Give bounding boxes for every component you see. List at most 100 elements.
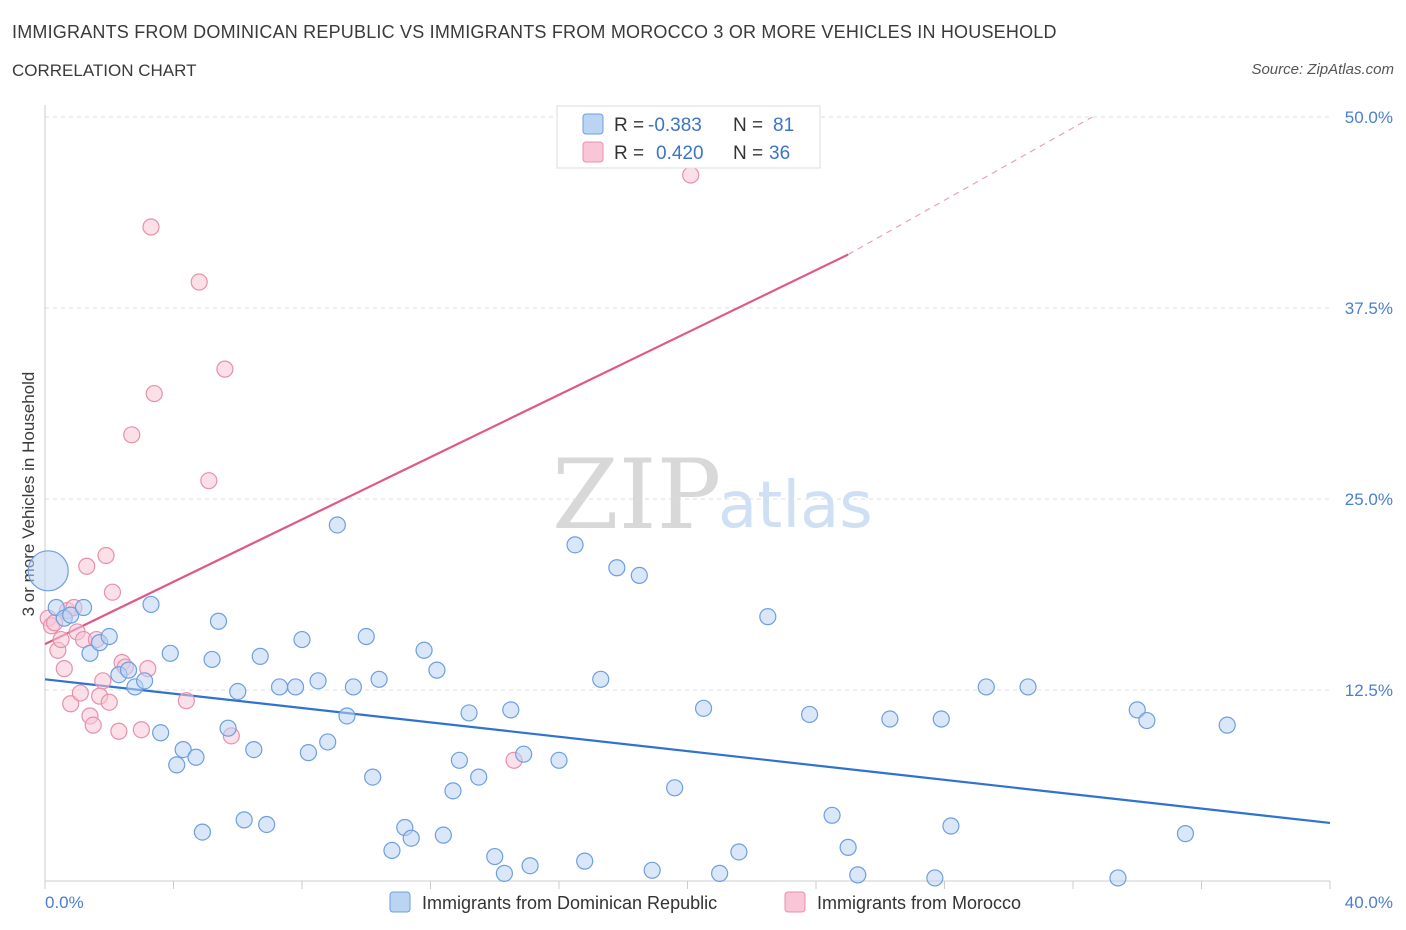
dominican-point-33 <box>328 516 346 534</box>
dominican-point-47 <box>460 704 478 722</box>
dominican-point-19 <box>203 650 221 669</box>
x-tick-label-1: 40.0% <box>1345 893 1393 912</box>
dominican-point-70 <box>881 710 899 728</box>
morocco-point-14 <box>84 716 102 734</box>
morocco-point-28 <box>145 384 163 403</box>
dominican-point-75 <box>1019 678 1037 696</box>
dominican-point-28 <box>286 678 305 696</box>
trend-line-dominican <box>44 678 1331 825</box>
dominican-point-61 <box>666 779 684 797</box>
watermark-atlas: atlas <box>718 469 873 543</box>
dominican-point-9 <box>119 661 138 679</box>
morocco-point-5 <box>55 660 73 678</box>
dominican-point-16 <box>174 740 192 759</box>
dominican-point-51 <box>502 701 520 719</box>
watermark-zip: ZIP <box>552 439 721 551</box>
dominican-point-31 <box>309 672 327 690</box>
dominican-point-14 <box>161 644 179 662</box>
dominican-point-66 <box>800 705 819 724</box>
dominican-point-11 <box>135 672 154 690</box>
legend-n-value-1: 81 <box>773 115 794 136</box>
legend-r-value-1: -0.383 <box>648 115 702 136</box>
dominican-point-69 <box>849 866 867 884</box>
dominican-point-17 <box>187 748 205 766</box>
dominican-point-62 <box>694 699 713 717</box>
dominican-point-45 <box>444 782 462 800</box>
morocco-point-35 <box>682 166 700 184</box>
bottom-legend-label-2: Immigrants from Morocco <box>817 893 1021 913</box>
dominican-point-78 <box>1138 711 1156 730</box>
dominican-point-23 <box>235 811 253 829</box>
chart-subtitle: CORRELATION CHART <box>12 61 197 80</box>
y-tick-label-3: 50.0% <box>1345 108 1393 127</box>
x-tick-labels: 0.0% 40.0% <box>45 893 1393 912</box>
morocco-point-21 <box>110 722 128 740</box>
gridlines <box>45 116 1330 691</box>
dominican-point-37 <box>364 768 382 786</box>
morocco-point-25 <box>132 721 150 739</box>
morocco-point-4 <box>52 630 70 649</box>
chart-title: IMMIGRANTS FROM DOMINICAN REPUBLIC VS IM… <box>12 22 1057 42</box>
dominican-point-26 <box>258 815 276 834</box>
dominican-point-24 <box>245 740 263 759</box>
legend-r-label-2: R = <box>614 143 644 164</box>
y-tick-labels: 12.5% 25.0% 37.5% 50.0% <box>1345 108 1393 700</box>
dominican-point-77 <box>1128 701 1146 719</box>
morocco-point-12 <box>78 557 96 575</box>
morocco-point-10 <box>71 684 89 702</box>
legend-n-value-2: 36 <box>769 143 790 164</box>
morocco-point-18 <box>97 546 115 565</box>
dominican-point-42 <box>415 641 433 659</box>
dominican-point-25 <box>251 647 269 665</box>
legend-n-label-2: N = <box>733 143 763 164</box>
morocco-point-20 <box>103 583 122 601</box>
dominican-point-35 <box>344 678 362 696</box>
dominican-point-34 <box>338 707 356 725</box>
bottom-legend-swatch-blue <box>389 891 411 913</box>
dominican-point-79 <box>1176 825 1195 843</box>
dominican-point-60 <box>643 861 661 879</box>
trend-line-morocco <box>44 253 849 646</box>
dominican-point-30 <box>299 744 318 762</box>
dominican-point-4 <box>74 598 93 617</box>
dominican-point-46 <box>450 751 469 769</box>
dominican-point-39 <box>383 841 401 860</box>
dominican-point-72 <box>932 710 950 728</box>
morocco-point-7 <box>62 695 80 713</box>
dominican-point-13 <box>152 724 170 742</box>
dominican-point-48 <box>470 768 488 786</box>
dominican-point-3 <box>62 606 80 624</box>
dominican-point-56 <box>576 852 594 870</box>
dominican-point-0 <box>27 550 69 592</box>
dominican-point-29 <box>293 630 311 649</box>
dominican-point-36 <box>357 627 375 646</box>
legend: R = -0.383 N = 81 R = 0.420 N = 36 <box>556 105 821 169</box>
dominican-point-65 <box>759 608 777 626</box>
morocco-point-27 <box>142 218 160 236</box>
dominican-point-50 <box>495 864 513 882</box>
trend-lines <box>44 116 1331 825</box>
dominican-point-58 <box>608 559 626 577</box>
trend-line-morocco-extension <box>847 116 1093 256</box>
dominican-point-7 <box>100 627 118 646</box>
legend-swatch-blue <box>582 113 604 135</box>
y-tick-label-1: 25.0% <box>1345 490 1393 509</box>
dominican-point-18 <box>193 823 212 841</box>
dominican-point-71 <box>926 869 944 887</box>
dominican-point-57 <box>592 670 610 688</box>
dominican-point-55 <box>566 536 584 554</box>
morocco-point-24 <box>123 426 141 444</box>
dominican-point-67 <box>823 806 841 824</box>
series-dominican-points <box>27 516 1236 887</box>
x-tick-label-0: 0.0% <box>45 893 84 912</box>
dominican-point-12 <box>142 595 160 614</box>
dominican-point-27 <box>270 678 289 696</box>
bottom-legend: Immigrants from Dominican Republic Immig… <box>389 891 1021 913</box>
dominican-point-5 <box>81 644 99 662</box>
dominican-point-41 <box>402 829 420 847</box>
source-credit: Source: ZipAtlas.com <box>1251 61 1394 78</box>
dominican-point-54 <box>550 751 568 769</box>
morocco-point-32 <box>216 360 234 378</box>
morocco-point-29 <box>177 692 195 710</box>
